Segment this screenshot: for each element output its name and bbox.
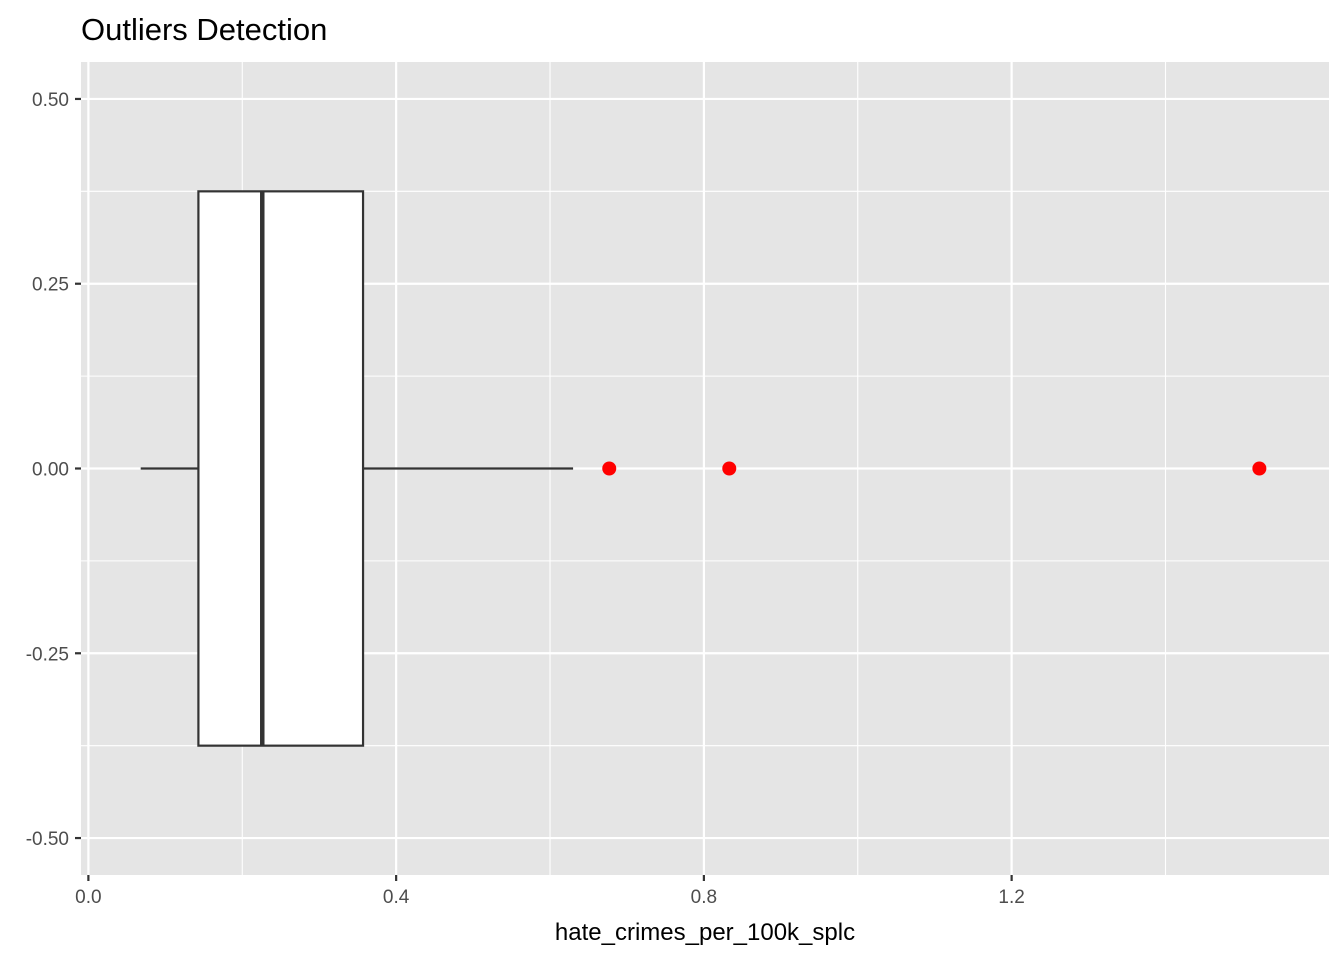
- x-tick-label: 0.8: [691, 887, 717, 908]
- outlier-point: [722, 461, 737, 476]
- x-axis: 0.0 0.4 0.8 1.2: [75, 875, 1025, 908]
- x-tick-label: 0.4: [383, 887, 410, 908]
- iqr-box: [197, 190, 365, 747]
- chart-title: Outliers Detection: [81, 12, 327, 47]
- y-tick-label: 0.00: [32, 460, 69, 481]
- boxplot: [140, 190, 574, 747]
- outlier-point: [602, 461, 617, 476]
- x-tick-label: 1.2: [998, 887, 1024, 908]
- y-tick-label: 0.25: [32, 275, 69, 296]
- y-axis: 0.50 0.25 0.00 -0.25 -0.50: [26, 90, 81, 850]
- outlier-point: [1252, 461, 1267, 476]
- y-tick-label: -0.50: [26, 829, 69, 850]
- x-tick-label: 0.0: [75, 887, 101, 908]
- x-axis-title: hate_crimes_per_100k_splc: [555, 919, 855, 946]
- y-tick-label: -0.25: [26, 644, 69, 665]
- outlier-points: [602, 461, 1267, 476]
- y-tick-label: 0.50: [32, 90, 69, 111]
